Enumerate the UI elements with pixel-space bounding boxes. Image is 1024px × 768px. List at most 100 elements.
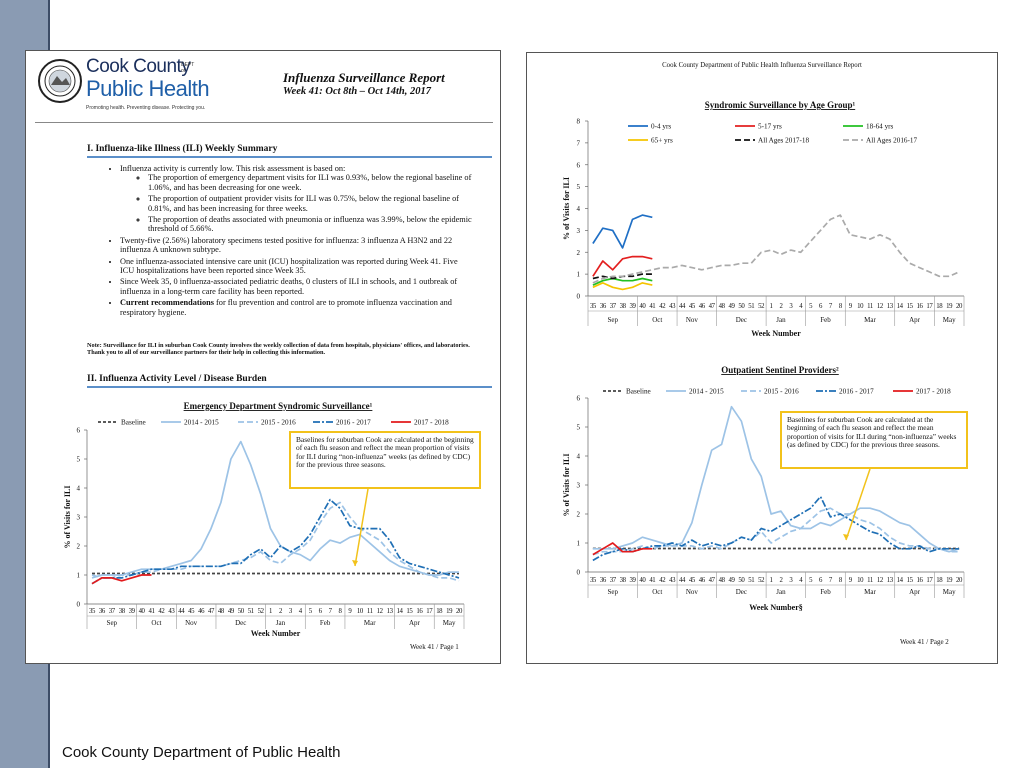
series-line — [592, 277, 653, 286]
x-tick-label: 37 — [610, 303, 617, 310]
y-tick-label: 5 — [77, 456, 81, 464]
chart-title: Emergency Department Syndromic Surveilla… — [184, 401, 373, 411]
x-axis-label: Week Number§ — [749, 603, 803, 612]
bullet: Since Week 35, 0 influenza-associated pe… — [120, 277, 472, 296]
month-label: Dec — [235, 619, 246, 627]
x-tick-label: 36 — [600, 303, 607, 310]
x-tick-label: 17 — [926, 303, 933, 310]
y-tick-label: 6 — [577, 395, 581, 403]
x-tick-label: 8 — [839, 303, 843, 310]
series-line — [91, 440, 459, 579]
x-tick-label: 13 — [887, 303, 894, 310]
y-tick-label: 4 — [577, 453, 581, 461]
x-tick-label: 20 — [456, 608, 463, 615]
x-tick-label: 45 — [689, 577, 696, 584]
x-tick-label: 15 — [907, 577, 914, 584]
header-rule — [35, 122, 493, 123]
x-tick-label: 7 — [829, 303, 833, 310]
y-axis-label: % of Visits for ILI — [562, 177, 571, 240]
month-label: Nov — [686, 316, 699, 324]
x-tick-label: 48 — [719, 303, 726, 310]
month-label: Jan — [776, 316, 786, 324]
x-tick-label: 19 — [446, 608, 453, 615]
page-number: Week 41 / Page 1 — [410, 643, 459, 651]
x-tick-label: 49 — [728, 577, 735, 584]
x-tick-label: 40 — [639, 303, 646, 310]
legend-label: 2017 - 2018 — [414, 419, 449, 427]
x-tick-label: 19 — [946, 577, 953, 584]
x-tick-label: 36 — [600, 577, 607, 584]
x-tick-label: 16 — [916, 303, 923, 310]
summary: Influenza activity is currently low. Thi… — [92, 164, 472, 319]
x-tick-label: 2 — [279, 608, 283, 615]
series-line — [592, 282, 653, 291]
legend-label: 0-4 yrs — [651, 123, 671, 131]
x-tick-label: 46 — [699, 303, 706, 310]
x-tick-label: 7 — [329, 608, 333, 615]
x-axis-label: Week Number — [251, 629, 301, 638]
series-line — [91, 574, 152, 585]
x-tick-label: 39 — [630, 577, 637, 584]
y-tick-label: 5 — [577, 424, 581, 432]
x-tick-label: 51 — [748, 303, 754, 310]
legend-label: 18-64 yrs — [866, 123, 894, 131]
x-tick-label: 49 — [228, 608, 235, 615]
month-label: Feb — [820, 316, 831, 324]
month-label: Apr — [909, 588, 921, 596]
month-label: Mar — [864, 316, 876, 324]
x-tick-label: 16 — [916, 577, 923, 584]
x-tick-label: 12 — [377, 608, 384, 615]
x-tick-label: 15 — [907, 303, 914, 310]
bullet-text: for flu prevention and control are to pr… — [120, 298, 452, 317]
month-label: Feb — [320, 619, 331, 627]
x-tick-label: 48 — [719, 577, 726, 584]
page-header: Cook County Department of Public Health … — [662, 62, 862, 69]
x-tick-label: 8 — [839, 577, 843, 584]
x-tick-label: 35 — [590, 303, 597, 310]
x-tick-label: 46 — [699, 577, 706, 584]
x-tick-label: 39 — [630, 303, 637, 310]
series-line — [592, 507, 960, 556]
month-label: Jan — [276, 619, 286, 627]
series-line — [592, 214, 960, 284]
x-tick-label: 12 — [877, 303, 884, 310]
x-tick-label: 45 — [689, 303, 696, 310]
x-tick-label: 4 — [799, 303, 803, 310]
x-tick-label: 4 — [299, 608, 303, 615]
y-tick-label: 1 — [577, 271, 581, 279]
x-tick-label: 51 — [248, 608, 254, 615]
x-tick-label: 7 — [829, 577, 833, 584]
x-tick-label: 52 — [758, 303, 765, 310]
legend-label: 2015 - 2016 — [764, 388, 799, 396]
x-tick-label: 18 — [436, 608, 443, 615]
x-tick-label: 11 — [867, 577, 873, 584]
x-tick-label: 5 — [809, 303, 813, 310]
x-tick-label: 44 — [679, 577, 686, 584]
x-tick-label: 13 — [887, 577, 894, 584]
x-tick-label: 40 — [139, 608, 146, 615]
x-tick-label: 49 — [728, 303, 735, 310]
bullet: Twenty-five (2.56%) laboratory specimens… — [120, 236, 472, 255]
y-tick-label: 5 — [577, 183, 581, 191]
bullet: One influenza-associated intensive care … — [120, 257, 472, 276]
footer: Cook County Department of Public Health — [62, 744, 341, 761]
legend-label: Baseline — [626, 388, 651, 396]
x-tick-label: 18 — [936, 303, 943, 310]
chart-title: Syndromic Surveillance by Age Group¹ — [705, 100, 856, 110]
x-tick-label: 17 — [426, 608, 433, 615]
series-line — [91, 498, 460, 585]
y-tick-label: 1 — [77, 572, 81, 580]
y-tick-label: 6 — [577, 161, 581, 169]
seal — [38, 59, 82, 103]
sub-bullet: The proportion of deaths associated with… — [148, 215, 472, 234]
x-tick-label: 42 — [659, 577, 666, 584]
legend-label: 65+ yrs — [651, 137, 673, 145]
x-tick-label: 36 — [99, 608, 106, 615]
month-label: May — [443, 619, 456, 627]
report-page-2 — [526, 52, 998, 664]
y-tick-label: 8 — [577, 118, 581, 126]
month-label: Mar — [864, 588, 876, 596]
x-tick-label: 15 — [406, 608, 413, 615]
y-axis-label: % of Visits for ILI — [562, 454, 571, 517]
legend-label: 2014 - 2015 — [184, 419, 219, 427]
